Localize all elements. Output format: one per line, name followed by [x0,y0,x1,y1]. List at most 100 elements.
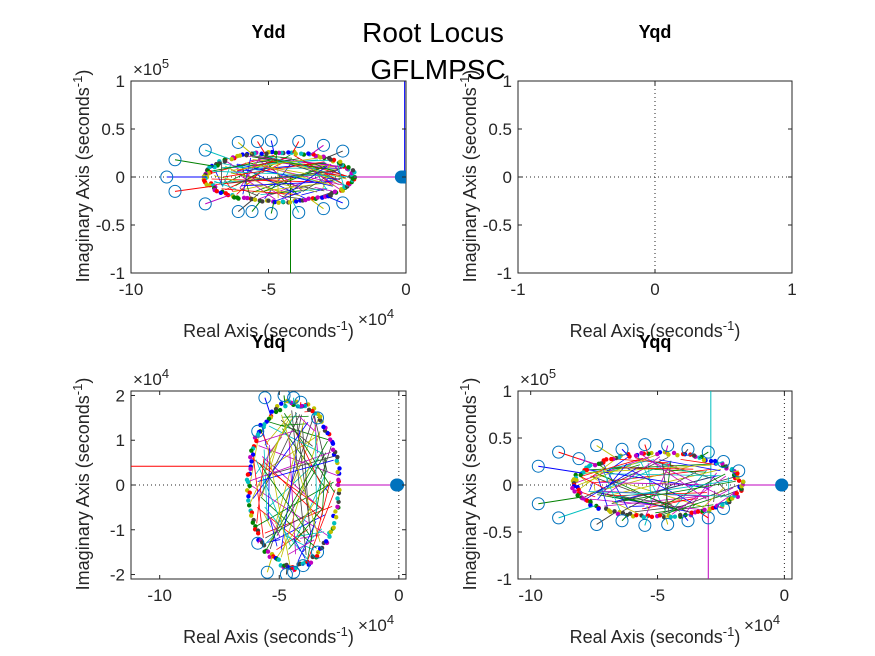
zero-marker [231,205,245,219]
locus-branch [597,463,627,500]
locus-point [708,458,714,464]
locus-point [249,448,254,453]
locus-branch [225,160,289,201]
locus-branch [597,494,656,505]
zero-marker [198,197,212,211]
locus-branch [301,425,310,528]
zero-marker [251,424,265,438]
locus-branch [252,422,309,499]
zero-marker [717,455,730,468]
locus-point [736,478,742,483]
locus-point [333,509,338,514]
locus-point [260,199,265,204]
locus-branch [600,462,671,492]
locus-point [299,403,304,409]
locus-point [712,458,718,464]
locus-branch [288,434,296,555]
locus-branch [649,460,712,479]
locus-branch [282,541,286,545]
locus-branch [717,505,724,509]
locus-branch [309,144,324,156]
locus-branch [258,154,293,159]
locus-point [620,510,626,516]
locus-point [315,195,320,200]
locus-point [333,515,339,520]
y-tick-label: -1 [497,570,512,589]
zero-marker [296,559,310,573]
locus-branch [315,432,317,513]
locus-branch [621,448,629,457]
locus-point [335,496,340,501]
panel-ydd: -10 -5 0 1 0.5 0 -0.5 -1 ×105 ×104 Ydd Real Axis (s… [70,22,411,341]
locus-point [702,507,707,513]
panel-yqd: -1 0 1 1 0.5 0 -0.5 -1 Yqd Real Axis (seconds-1) I… [457,22,797,341]
locus-branch [282,428,329,493]
locus-point [735,471,740,476]
locus-point [323,539,329,544]
x-exponent-label: ×104 [358,612,394,636]
zero-marker [264,206,278,220]
x-axis-label: Real Axis (seconds-1) [183,318,354,342]
zero-marker [336,144,350,158]
zero-marker [531,459,545,473]
figure-title: Root Locus [362,17,504,48]
zero-marker [168,184,182,198]
zero-marker [260,565,274,579]
locus-branch [280,431,321,558]
locus-point [254,438,259,444]
subplot-title: Yqd [639,22,672,42]
locus-branch [324,173,345,177]
locus-point [247,490,252,495]
locus-branch [665,445,669,454]
locus-point [273,150,278,155]
locus-branch [558,505,596,519]
locus-branch [284,165,328,196]
locus-branch [271,176,347,195]
locus-point [245,479,251,485]
zero-marker [552,445,566,459]
locus-point [335,469,340,475]
locus-branch [717,461,724,465]
locus-branch [257,459,334,482]
y-tick-label: 1 [503,382,512,401]
zero-marker [590,439,604,453]
locus-point [337,159,343,165]
locus-branch [257,538,261,544]
locus-point [570,485,575,491]
y-tick-label: 1 [116,72,125,91]
locus-point [286,150,291,155]
locus-branch [288,507,324,550]
y-axis-label: Imaginary Axis (seconds-1) [457,70,481,283]
y-tick-label: 0 [503,476,512,495]
locus-branch [257,141,266,154]
locus-point [345,181,351,186]
locus-branch [249,154,273,159]
locus-branch [225,161,285,191]
y-tick-label: -1 [497,264,512,283]
locus-branch [611,480,733,499]
locus-branch [647,462,652,506]
locus-branch [314,187,333,192]
zero-marker [552,511,566,525]
locus-branch [264,397,272,416]
locus-branch [655,504,714,514]
locus-point [244,153,249,158]
pole-marker [390,478,404,492]
locus-branch [665,516,669,525]
locus-branch [604,495,708,507]
zero-marker [311,411,325,425]
locus-branch [230,156,324,171]
locus-point [306,196,311,201]
locus-point [634,512,639,518]
locus-branch [604,456,661,496]
locus-point [245,472,251,477]
locus-branch [593,485,596,492]
locus-point [331,525,336,530]
locus-point [252,197,258,202]
locus-branch [287,539,315,556]
locus-branch [281,160,347,180]
y-tick-label: 1 [503,72,512,91]
locus-branch [293,470,328,544]
locus-point [677,512,683,518]
locus-point [287,200,293,205]
